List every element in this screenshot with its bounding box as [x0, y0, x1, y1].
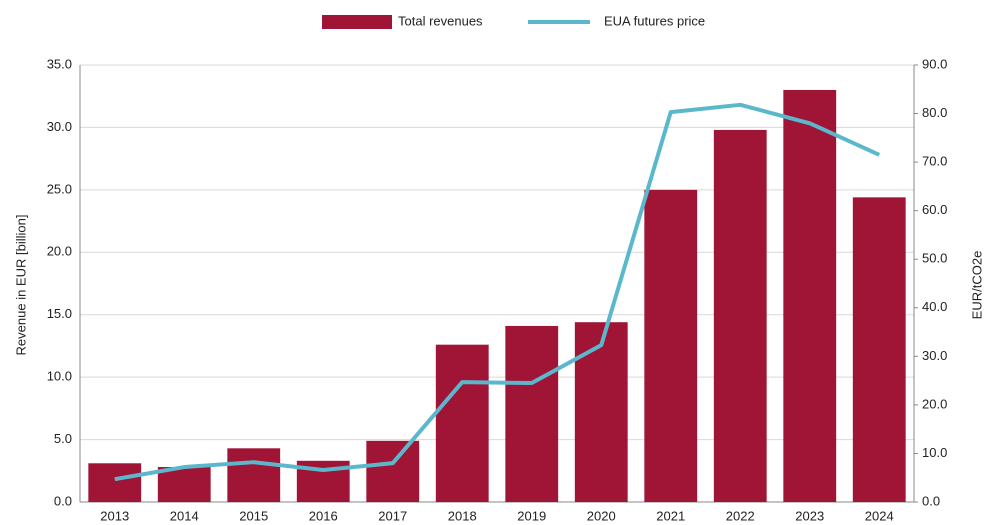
- bar: [574, 322, 628, 502]
- y-tick-label: 0.0: [54, 493, 72, 508]
- y2-tick-label: 20.0: [922, 396, 947, 411]
- x-tick-label: 2014: [170, 508, 199, 523]
- x-tick-label: 2020: [587, 508, 616, 523]
- bar: [157, 467, 211, 502]
- bar: [366, 440, 420, 502]
- y-axis-label: Revenue in EUR [billion]: [13, 215, 28, 356]
- bar: [783, 89, 837, 502]
- x-tick-label: 2021: [656, 508, 685, 523]
- x-tick-label: 2022: [726, 508, 755, 523]
- y2-tick-label: 60.0: [922, 202, 947, 217]
- legend-label: Total revenues: [398, 13, 483, 28]
- x-tick-label: 2024: [865, 508, 894, 523]
- bar: [435, 344, 489, 502]
- y-tick-label: 20.0: [47, 244, 72, 259]
- bar: [88, 463, 142, 502]
- y2-tick-label: 70.0: [922, 154, 947, 169]
- y-tick-label: 5.0: [54, 431, 72, 446]
- y-tick-label: 35.0: [47, 56, 72, 71]
- bar: [227, 448, 281, 502]
- bar: [505, 325, 559, 502]
- y-tick-label: 25.0: [47, 181, 72, 196]
- x-tick-label: 2017: [378, 508, 407, 523]
- bar: [644, 189, 698, 502]
- y-tick-label: 15.0: [47, 306, 72, 321]
- x-tick-label: 2013: [100, 508, 129, 523]
- y2-tick-label: 0.0: [922, 493, 940, 508]
- x-tick-label: 2016: [309, 508, 338, 523]
- y2-axis-label: EUR/tCO2e: [969, 251, 984, 320]
- line: [114, 102, 881, 482]
- x-tick-label: 2015: [239, 508, 268, 523]
- legend-swatch: [322, 15, 392, 29]
- legend-label: EUA futures price: [604, 13, 705, 28]
- bar: [713, 129, 767, 502]
- y2-tick-label: 40.0: [922, 299, 947, 314]
- y-tick-label: 10.0: [47, 369, 72, 384]
- y2-tick-label: 90.0: [922, 56, 947, 71]
- y2-tick-label: 30.0: [922, 348, 947, 363]
- x-tick-label: 2019: [517, 508, 546, 523]
- y2-tick-label: 80.0: [922, 105, 947, 120]
- y2-tick-label: 50.0: [922, 251, 947, 266]
- x-tick-label: 2023: [795, 508, 824, 523]
- bar: [852, 197, 906, 502]
- y-tick-label: 30.0: [47, 119, 72, 134]
- y2-tick-label: 10.0: [922, 445, 947, 460]
- x-tick-label: 2018: [448, 508, 477, 523]
